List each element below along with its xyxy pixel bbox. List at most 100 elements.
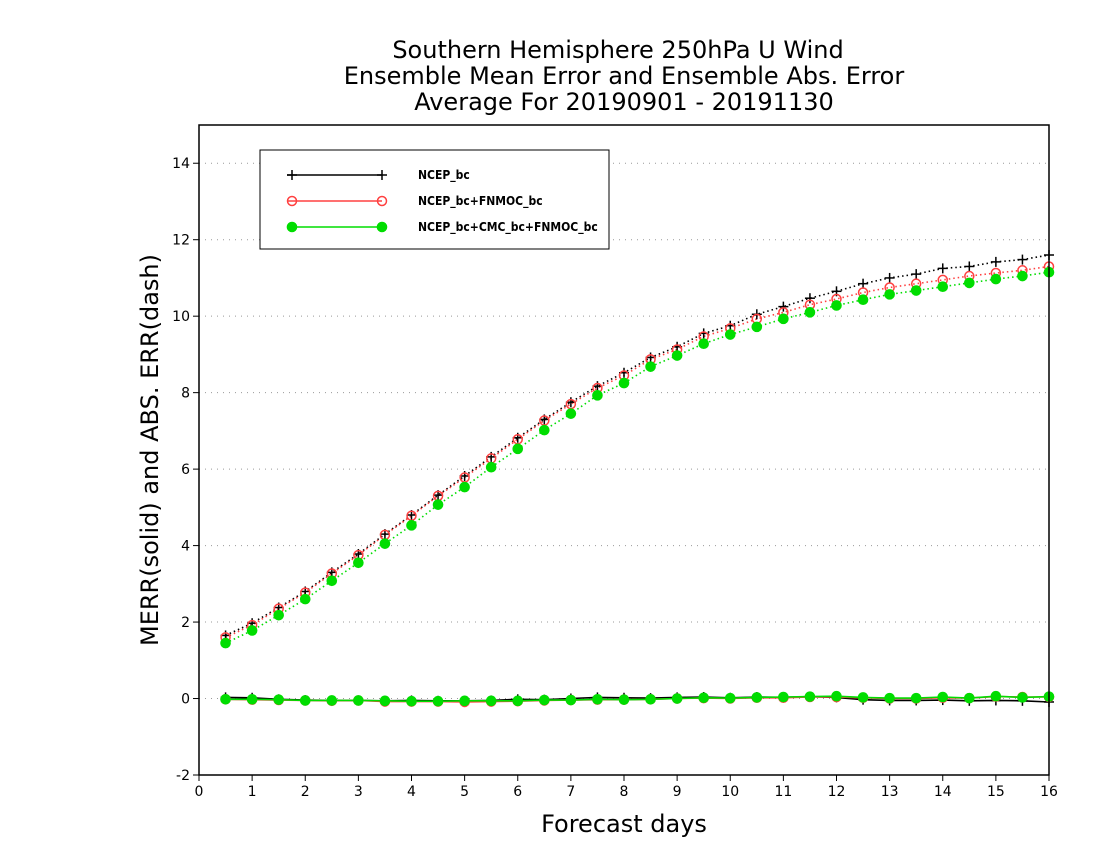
x-tick-label: 13 xyxy=(881,784,899,800)
data-point-abs-err xyxy=(698,338,709,350)
data-point-abs-err xyxy=(671,350,683,361)
y-tick-label: -2 xyxy=(176,768,190,784)
data-point-mean-err xyxy=(246,693,258,705)
x-tick-label: 6 xyxy=(513,784,522,800)
legend-entry: NCEP_bc+CMC_bc+FNMOC_bc xyxy=(286,220,598,235)
data-point-mean-err xyxy=(990,690,1002,702)
legend-marker xyxy=(286,221,298,233)
x-tick-label: 16 xyxy=(1040,784,1058,800)
data-point-abs-err xyxy=(804,293,815,304)
data-point-abs-err xyxy=(406,520,417,531)
data-point-abs-err xyxy=(645,361,656,372)
data-point-mean-err xyxy=(353,695,364,706)
x-tick-label: 10 xyxy=(721,784,739,800)
x-tick-label: 14 xyxy=(934,784,952,800)
data-point-abs-err xyxy=(964,277,975,289)
chart-title: Southern Hemisphere 250hPa U Wind Ensemb… xyxy=(344,36,905,116)
data-point-mean-err xyxy=(857,692,869,703)
data-point-abs-err xyxy=(937,263,948,274)
legend-marker xyxy=(377,170,387,180)
data-point-mean-err xyxy=(751,692,763,703)
y-tick-label: 12 xyxy=(172,233,190,249)
data-point-abs-err xyxy=(831,300,842,311)
series-line-abs-err xyxy=(225,254,1050,637)
y-tick-label: 6 xyxy=(181,462,190,478)
x-tick-label: 15 xyxy=(987,784,1005,800)
data-point-abs-err xyxy=(724,329,736,340)
y-tick-label: 4 xyxy=(181,539,190,555)
data-point-mean-err xyxy=(220,693,231,705)
data-point-abs-err xyxy=(592,390,603,401)
data-point-abs-err xyxy=(512,443,524,455)
data-point-mean-err xyxy=(485,695,497,707)
y-tick-label: 2 xyxy=(181,615,190,631)
data-point-mean-err xyxy=(592,693,603,705)
data-point-mean-err xyxy=(459,695,470,707)
y-tick-label: 8 xyxy=(181,386,190,402)
data-point-abs-err xyxy=(246,625,258,636)
y-axis-label: MERR(solid) and ABS. ERR(dash) xyxy=(136,254,164,646)
data-point-abs-err xyxy=(1017,254,1028,265)
data-point-mean-err xyxy=(379,695,391,707)
y-axis-ticks: -2 0 2 4 6 8 10 12 14 xyxy=(172,156,199,784)
data-point-abs-err xyxy=(911,269,922,280)
data-point-abs-err xyxy=(910,285,922,296)
data-point-mean-err xyxy=(539,694,550,706)
x-tick-label: 7 xyxy=(566,784,575,800)
x-tick-label: 5 xyxy=(460,784,469,800)
legend-marker xyxy=(376,221,388,233)
x-tick-label: 9 xyxy=(673,784,682,800)
data-point-mean-err xyxy=(910,692,922,704)
data-point-abs-err xyxy=(964,261,975,272)
x-tick-label: 12 xyxy=(828,784,846,800)
data-point-mean-err xyxy=(698,692,709,704)
data-point-abs-err xyxy=(273,609,284,621)
y-tick-label: 0 xyxy=(181,692,190,708)
chart-title-line-3: Average For 20190901 - 20191130 xyxy=(414,88,834,116)
data-point-abs-err xyxy=(1017,270,1028,282)
data-point-mean-err xyxy=(273,694,284,705)
data-point-abs-err xyxy=(485,461,497,473)
data-point-mean-err xyxy=(432,695,444,707)
data-point-abs-err xyxy=(299,593,311,605)
x-tick-label: 3 xyxy=(354,784,363,800)
data-point-abs-err xyxy=(990,273,1002,285)
data-point-abs-err xyxy=(432,499,444,510)
plot-series xyxy=(220,250,1055,708)
legend-marker xyxy=(287,170,297,180)
legend-label: NCEP_bc xyxy=(418,168,470,183)
data-point-mean-err xyxy=(512,695,524,707)
data-point-mean-err xyxy=(937,691,949,703)
legend-box xyxy=(259,149,610,250)
data-point-abs-err xyxy=(884,289,895,300)
series-line-abs-err xyxy=(225,271,1050,644)
data-point-mean-err xyxy=(618,694,630,705)
y-tick-label: 10 xyxy=(172,309,190,325)
data-point-abs-err xyxy=(220,637,231,649)
chart-title-line-1: Southern Hemisphere 250hPa U Wind xyxy=(392,36,843,64)
data-point-abs-err xyxy=(990,256,1001,267)
data-point-mean-err xyxy=(1017,692,1028,703)
x-tick-label: 1 xyxy=(248,784,257,800)
series-line-abs-err xyxy=(225,265,1050,639)
data-point-abs-err xyxy=(618,377,630,389)
x-axis-ticks: 0 1 2 3 4 5 6 7 8 9 10 11 12 13 14 15 16 xyxy=(195,775,1058,800)
x-tick-label: 4 xyxy=(407,784,416,800)
data-point-mean-err xyxy=(831,690,842,702)
data-point-abs-err xyxy=(353,557,364,569)
legend-entry: NCEP_bc xyxy=(287,168,470,183)
data-point-mean-err xyxy=(671,693,683,704)
data-point-mean-err xyxy=(778,691,789,703)
data-point-abs-err xyxy=(459,481,470,493)
x-tick-label: 8 xyxy=(620,784,629,800)
chart-title-line-2: Ensemble Mean Error and Ensemble Abs. Er… xyxy=(344,62,905,90)
data-point-mean-err xyxy=(884,692,895,704)
legend-label: NCEP_bc+CMC_bc+FNMOC_bc xyxy=(418,220,598,235)
x-tick-label: 11 xyxy=(774,784,792,800)
legend: NCEP_bc NCEP_bc+FNMOC_bc NCEP_bc+CMC_bc+FN… xyxy=(259,149,610,250)
legend-marker xyxy=(286,195,298,207)
data-point-mean-err xyxy=(645,693,656,705)
data-point-mean-err xyxy=(964,692,975,704)
data-point-abs-err xyxy=(937,281,949,293)
